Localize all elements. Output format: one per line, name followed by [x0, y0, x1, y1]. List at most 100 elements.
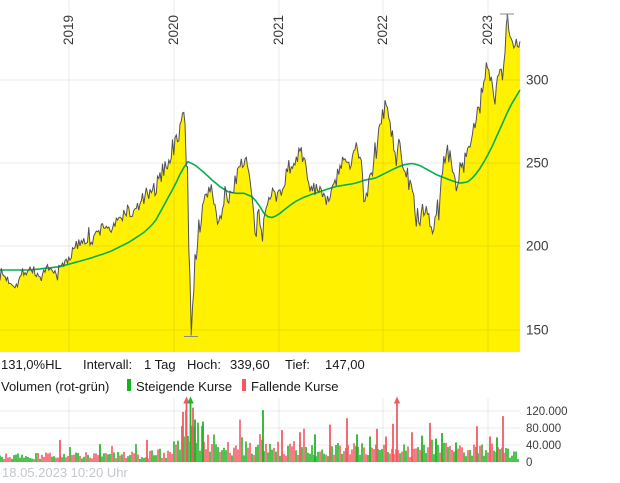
volume-bar — [259, 434, 261, 462]
volume-bar — [143, 457, 145, 462]
volume-spike-bar — [411, 432, 413, 462]
volume-bar — [161, 457, 163, 462]
volume-bar — [289, 443, 291, 462]
volume-spike-bar — [194, 419, 196, 462]
volume-bar — [9, 457, 11, 462]
volume-bar — [219, 451, 221, 462]
volume-axis-label: 0 — [526, 457, 532, 469]
volume-bar — [381, 448, 383, 462]
volume-bar — [313, 454, 315, 462]
volume-bar — [403, 444, 405, 462]
volume-bar — [239, 419, 241, 462]
volume-bar — [221, 450, 223, 462]
year-axis-label: 2021 — [271, 15, 286, 45]
year-axis-label: 2020 — [166, 15, 181, 45]
volume-bar — [363, 447, 365, 462]
volume-bar — [423, 444, 425, 462]
volume-bar — [203, 441, 205, 462]
price-axis-label: 300 — [526, 73, 549, 88]
volume-bar — [277, 441, 279, 462]
volume-bar — [11, 458, 13, 462]
volume-bar — [513, 451, 515, 462]
volume-bar — [471, 455, 473, 462]
volume-spike-bar — [435, 438, 437, 462]
volume-bar — [245, 441, 247, 462]
volume-bar — [235, 445, 237, 462]
volume-bar — [257, 444, 259, 462]
volume-bar — [493, 450, 495, 462]
volume-bar — [407, 446, 409, 462]
volume-bar — [355, 446, 357, 462]
volume-bar — [79, 455, 81, 462]
year-axis-label: 2022 — [375, 15, 390, 45]
volume-spike-bar — [59, 439, 61, 462]
volume-bar — [449, 446, 451, 462]
volume-bar — [287, 445, 289, 462]
year-axis-label: 2019 — [61, 15, 76, 45]
volume-bar — [237, 449, 239, 462]
volume-bar — [111, 446, 113, 462]
volume-spike-bar — [455, 442, 457, 462]
volume-bar — [347, 445, 349, 462]
volume-bar — [253, 455, 255, 462]
volume-bar — [343, 451, 345, 462]
volume-bar — [147, 458, 149, 462]
volume-bar — [351, 449, 353, 462]
volume-bar — [499, 449, 501, 462]
volume-bar — [297, 454, 299, 462]
moving-average-line — [0, 89, 521, 271]
volume-bar — [419, 449, 421, 462]
volume-bar — [401, 451, 403, 462]
volume-bar — [87, 454, 89, 462]
volume-bar — [141, 457, 143, 462]
volume-bar — [197, 422, 199, 462]
volume-bar — [393, 454, 395, 462]
volume-bar — [509, 457, 511, 462]
volume-spike-bar — [496, 437, 498, 462]
volume-bar — [397, 450, 399, 462]
volume-bar — [3, 458, 5, 462]
volume-bar — [473, 444, 475, 462]
volume-bar — [341, 453, 343, 462]
volume-bar — [1, 456, 3, 462]
volume-bar — [83, 456, 85, 462]
volume-bar — [215, 444, 217, 462]
volume-bar — [65, 457, 67, 462]
volume-bar — [491, 443, 493, 462]
volume-spike-bar — [356, 434, 358, 462]
volume-bar — [305, 446, 307, 462]
volume-bar — [163, 452, 165, 462]
volume-bar — [357, 446, 359, 462]
volume-spike-bar — [376, 428, 378, 462]
volume-spike-bar — [502, 416, 504, 462]
volume-bar — [267, 452, 269, 462]
rising-volume-swatch — [127, 379, 131, 391]
volume-clipped-arrow-icon — [187, 396, 194, 404]
volume-bar — [483, 455, 485, 462]
volume-bar — [303, 428, 305, 462]
volume-bar — [427, 447, 429, 462]
volume-bar — [47, 453, 49, 462]
low-value: 147,00 — [325, 357, 365, 372]
volume-bar — [515, 451, 517, 462]
volume-bar — [55, 457, 57, 462]
volume-bar — [213, 434, 215, 462]
volume-bar — [451, 449, 453, 462]
volume-bar — [137, 454, 139, 462]
volume-bar — [283, 454, 285, 462]
volume-bar — [149, 450, 151, 462]
volume-spike-bar — [385, 436, 387, 462]
high-value: 339,60 — [230, 357, 270, 372]
volume-bar — [127, 456, 129, 462]
volume-bar — [135, 444, 137, 462]
volume-axis-label: 40.000 — [526, 440, 561, 452]
volume-bar — [323, 453, 325, 462]
volume-bar — [229, 452, 231, 462]
volume-bar — [461, 447, 463, 462]
volume-bar — [173, 441, 175, 462]
volume-bar — [139, 458, 141, 462]
volume-bar — [477, 453, 479, 462]
volume-bar — [17, 453, 19, 462]
volume-bar — [31, 458, 33, 462]
